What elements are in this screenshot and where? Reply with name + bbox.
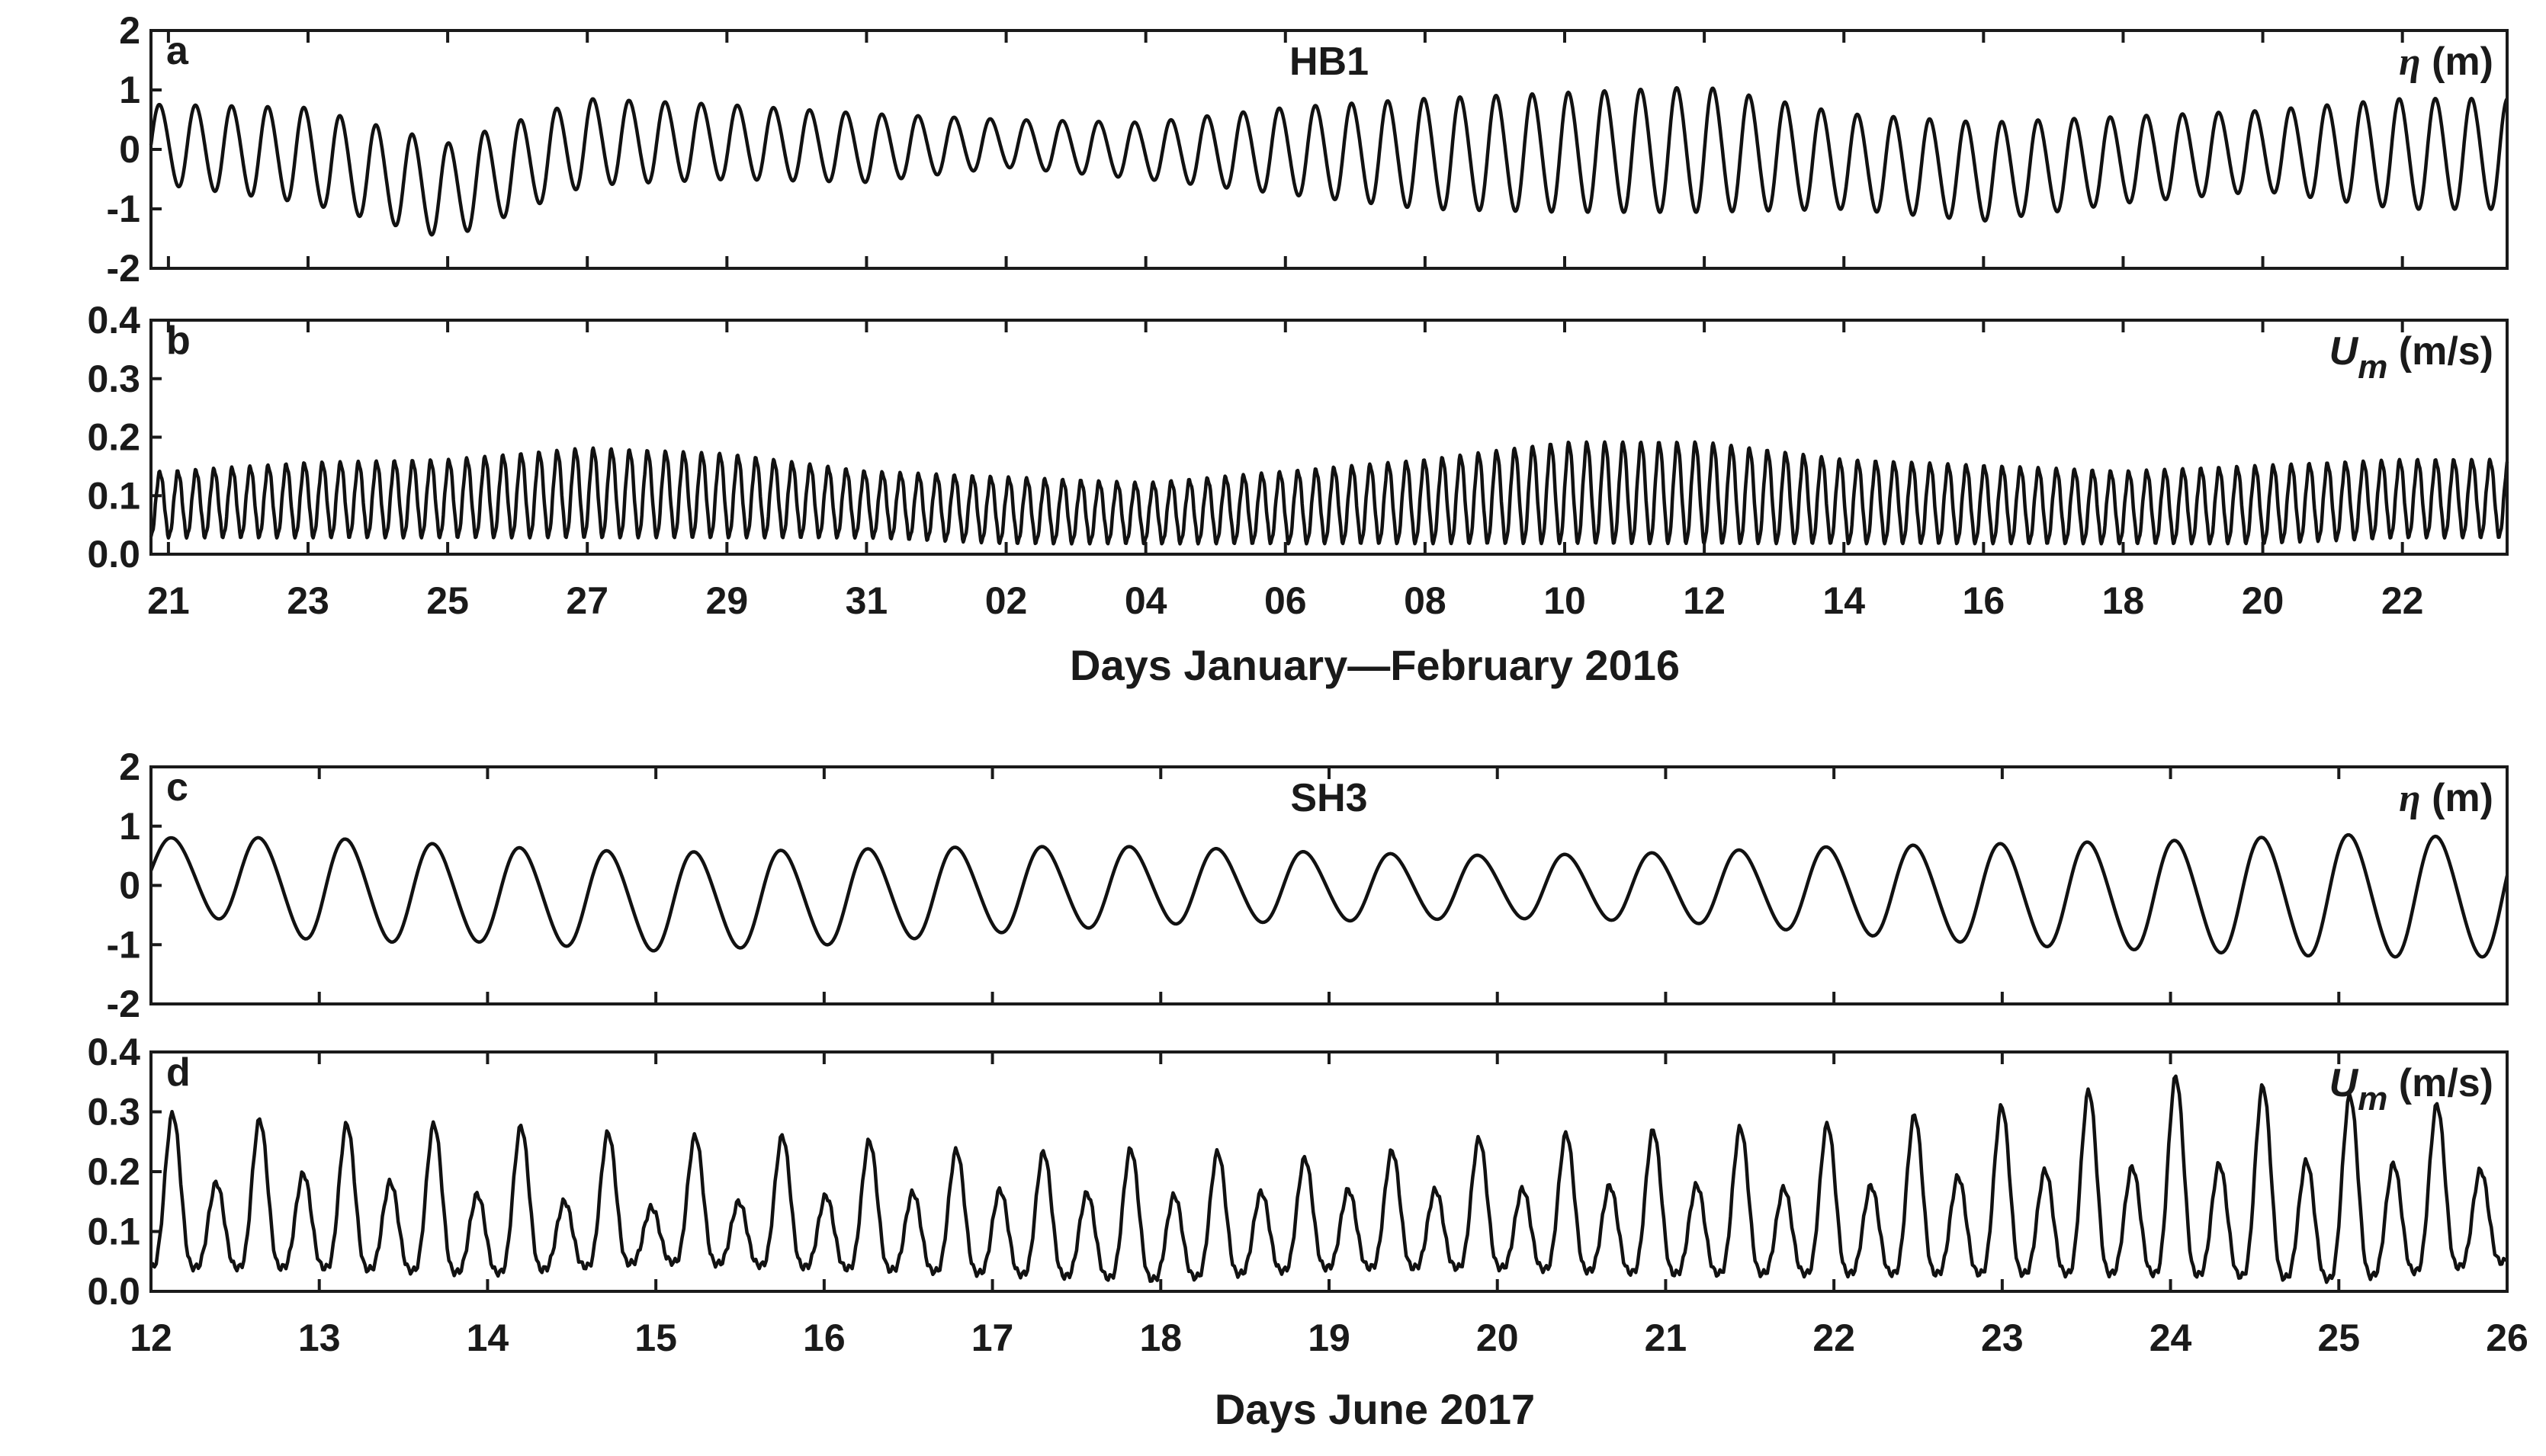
panel-a: 2 1 0 -1 -2 a HB1 η (m) bbox=[107, 9, 2509, 290]
x-tick-label: 16 bbox=[803, 1316, 846, 1359]
x-tick-label: 12 bbox=[1683, 579, 1726, 622]
y-tick-label: 0.3 bbox=[87, 358, 140, 400]
x-tick-label: 23 bbox=[287, 579, 329, 622]
y-tick-label: 0.1 bbox=[87, 474, 140, 517]
y-tick-label: 0 bbox=[119, 864, 140, 907]
y-tick-labels-c: 2 1 0 -1 -2 bbox=[107, 746, 162, 1025]
y-tick-label: 0 bbox=[119, 128, 140, 171]
y-tick-labels-d: 0.4 0.3 0.2 0.1 0.0 bbox=[87, 1031, 162, 1313]
x-tick-label: 20 bbox=[1476, 1316, 1519, 1359]
y-label-c-symbol: η bbox=[2399, 777, 2421, 820]
y-tick-label: -2 bbox=[107, 983, 140, 1025]
x-axis-label-2016: Days January—February 2016 bbox=[1070, 641, 1680, 689]
x-tick-label: 25 bbox=[2317, 1316, 2360, 1359]
y-tick-label: 0.2 bbox=[87, 416, 140, 459]
x-tick-label: 19 bbox=[1308, 1316, 1350, 1359]
x-tick-label: 14 bbox=[467, 1316, 509, 1359]
y-label-b-subscript: m bbox=[2358, 348, 2387, 386]
current-speed-line-sh3 bbox=[149, 1074, 2509, 1284]
x-tick-label: 12 bbox=[130, 1316, 172, 1359]
x-tick-label: 22 bbox=[2381, 579, 2424, 622]
x-tick-label: 21 bbox=[1645, 1316, 1687, 1359]
y-tick-label: 2 bbox=[119, 9, 140, 52]
x-ticks-a bbox=[166, 30, 2404, 268]
y-tick-label: 2 bbox=[119, 746, 140, 788]
water-level-line-sh3 bbox=[149, 832, 2509, 959]
x-tick-label: 23 bbox=[1981, 1316, 2024, 1359]
x-tick-label: 21 bbox=[147, 579, 190, 622]
x-tick-label: 20 bbox=[2242, 579, 2284, 622]
y-tick-label: 0.4 bbox=[87, 1031, 140, 1073]
y-tick-label: -2 bbox=[107, 247, 140, 290]
x-tick-label: 08 bbox=[1404, 579, 1446, 622]
y-tick-label: -1 bbox=[107, 923, 140, 966]
y-label-d-symbol: U bbox=[2329, 1061, 2359, 1105]
y-tick-label: -1 bbox=[107, 188, 140, 230]
plot-frame-d bbox=[149, 1050, 2509, 1293]
y-label-a: η (m) bbox=[2399, 40, 2493, 84]
x-ticks-d: 12 13 14 15 16 17 18 19 20 21 22 23 24 25 26 bbox=[130, 1052, 2528, 1359]
x-tick-label: 14 bbox=[1822, 579, 1865, 622]
x-tick-label: 18 bbox=[1139, 1316, 1182, 1359]
y-label-c: η (m) bbox=[2399, 776, 2493, 820]
x-tick-label: 06 bbox=[1264, 579, 1307, 622]
panel-letter-c: c bbox=[166, 765, 188, 810]
x-tick-label: 16 bbox=[1963, 579, 2005, 622]
x-axis-label-2017: Days June 2017 bbox=[1215, 1385, 1535, 1433]
y-tick-label: 0.0 bbox=[87, 1270, 140, 1313]
x-tick-label: 22 bbox=[1812, 1316, 1855, 1359]
y-label-a-unit: (m) bbox=[2421, 40, 2493, 84]
y-label-d-unit: (m/s) bbox=[2387, 1061, 2493, 1105]
x-tick-label: 17 bbox=[971, 1316, 1014, 1359]
station-label-sh3: SH3 bbox=[1290, 776, 1367, 820]
x-ticks-b: 21 23 25 27 29 31 02 04 06 08 10 12 14 16 18 20 22 bbox=[147, 320, 2423, 622]
y-tick-label: 0.3 bbox=[87, 1091, 140, 1134]
y-tick-label: 1 bbox=[119, 69, 140, 111]
y-tick-label: 0.2 bbox=[87, 1150, 140, 1193]
x-tick-label: 25 bbox=[426, 579, 469, 622]
y-label-c-unit: (m) bbox=[2421, 776, 2493, 820]
panel-letter-b: b bbox=[166, 319, 191, 363]
y-label-d: Um (m/s) bbox=[2329, 1061, 2493, 1118]
y-label-b-symbol: U bbox=[2329, 329, 2359, 374]
x-tick-label: 27 bbox=[566, 579, 608, 622]
x-tick-label: 10 bbox=[1543, 579, 1586, 622]
panel-letter-a: a bbox=[166, 29, 189, 73]
plot-frame-c bbox=[149, 765, 2509, 1005]
y-label-d-subscript: m bbox=[2358, 1080, 2387, 1118]
panel-b: 0.4 0.3 0.2 0.1 0.0 21 23 25 27 29 31 02 04 06 08 10 12… bbox=[87, 299, 2509, 689]
y-tick-label: 1 bbox=[119, 805, 140, 848]
x-tick-label: 13 bbox=[298, 1316, 341, 1359]
y-label-a-symbol: η bbox=[2399, 40, 2421, 84]
x-tick-label: 26 bbox=[2486, 1316, 2528, 1359]
x-tick-label: 18 bbox=[2102, 579, 2145, 622]
current-speed-line-hb1 bbox=[149, 440, 2509, 546]
x-tick-label: 29 bbox=[706, 579, 749, 622]
y-tick-label: 0.4 bbox=[87, 299, 140, 342]
plot-frame-a bbox=[149, 29, 2509, 270]
panel-c: 2 1 0 -1 -2 c SH3 η (m) bbox=[107, 746, 2509, 1025]
panel-d: 0.4 0.3 0.2 0.1 0.0 12 13 14 15 16 17 18 19 20 21 22 23… bbox=[87, 1031, 2528, 1433]
x-tick-label: 15 bbox=[634, 1316, 677, 1359]
x-tick-label: 04 bbox=[1125, 579, 1167, 622]
station-label-hb1: HB1 bbox=[1289, 40, 1369, 84]
panel-letter-d: d bbox=[166, 1050, 191, 1095]
y-tick-label: 0.1 bbox=[87, 1211, 140, 1253]
water-level-line-hb1 bbox=[149, 85, 2509, 237]
x-tick-label: 24 bbox=[2149, 1316, 2192, 1359]
y-tick-labels-a: 2 1 0 -1 -2 bbox=[107, 9, 162, 290]
y-tick-label: 0.0 bbox=[87, 533, 140, 576]
plot-frame-b bbox=[149, 319, 2509, 556]
x-tick-label: 02 bbox=[985, 579, 1028, 622]
y-label-b: Um (m/s) bbox=[2329, 329, 2493, 386]
y-label-b-unit: (m/s) bbox=[2387, 329, 2493, 374]
x-tick-label: 31 bbox=[846, 579, 888, 622]
